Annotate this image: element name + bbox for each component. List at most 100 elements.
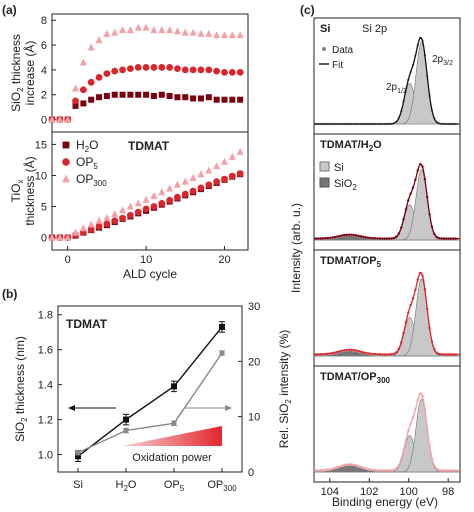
a-bottom-point-OP300 bbox=[181, 177, 189, 185]
b-point-thickness bbox=[123, 416, 129, 423]
a-top-point-H2O bbox=[182, 94, 189, 101]
a-bottom-point-OP300 bbox=[142, 195, 150, 203]
c-component-2p32 bbox=[314, 398, 460, 473]
b-left-ytick-label: 1.0 bbox=[38, 450, 53, 462]
panel-c-xlabel: Binding energy (eV) bbox=[332, 495, 438, 509]
c-component-2p32 bbox=[314, 278, 460, 357]
a-top-point-H2O bbox=[72, 102, 79, 109]
panel-b-frame bbox=[57, 305, 243, 473]
oxidation-power-label: Oxidation power bbox=[132, 452, 212, 464]
panel-b-right-ylabel: Rel. SiO2 intensity (%) bbox=[277, 330, 293, 449]
c-fit-line bbox=[313, 163, 460, 240]
legend-marker-OP5 bbox=[62, 158, 70, 166]
a-bottom-point-OP5 bbox=[158, 200, 166, 207]
a-top-point-H2O bbox=[135, 91, 142, 98]
panel-a-top-ylabel: SiO2 thickness bbox=[9, 34, 25, 112]
a-bottom-point-OP5 bbox=[181, 190, 189, 198]
a-bottom-point-OP300 bbox=[87, 220, 95, 228]
b-point-intensity bbox=[171, 420, 177, 426]
c-subpanel-subtitle: Si 2p bbox=[362, 23, 387, 35]
a-top-point-OP300 bbox=[181, 28, 189, 36]
a-bottom-point-OP5 bbox=[111, 217, 119, 225]
b-point-thickness bbox=[219, 323, 225, 330]
a-top-point-OP300 bbox=[134, 23, 142, 31]
a-top-point-OP5 bbox=[126, 65, 134, 73]
a-top-ytick-label: 8 bbox=[41, 15, 47, 27]
a-bottom-ytick-label: 15 bbox=[35, 139, 47, 151]
a-bottom-point-OP300 bbox=[72, 228, 80, 236]
panel-a-top-ylabel-line2: increase (Å) bbox=[22, 41, 37, 106]
a-bottom-point-OP300 bbox=[150, 191, 158, 199]
a-top-point-OP5 bbox=[205, 66, 213, 74]
legend-marker-OP300 bbox=[62, 174, 70, 183]
a-bottom-point-OP5 bbox=[205, 181, 213, 189]
a-top-point-H2O bbox=[158, 91, 165, 98]
a-bottom-point-OP300 bbox=[166, 184, 174, 192]
a-bottom-point-OP300 bbox=[95, 216, 103, 224]
a-top-point-OP300 bbox=[87, 43, 95, 51]
c-peak-label-2p32: 2p3/2 bbox=[432, 54, 453, 67]
a-top-point-OP5 bbox=[111, 67, 119, 75]
a-bottom-point-OP5 bbox=[119, 214, 126, 222]
right-arrow-head bbox=[225, 405, 232, 411]
a-bottom-point-OP5 bbox=[95, 223, 103, 230]
c-component-2p12 bbox=[314, 435, 460, 473]
a-bottom-point-OP5 bbox=[134, 208, 142, 216]
a-top-point-OP300 bbox=[166, 26, 174, 34]
left-arrow-head bbox=[68, 405, 75, 411]
b-left-ytick-label: 1.8 bbox=[38, 310, 53, 322]
a-bottom-point-OP300 bbox=[158, 188, 166, 196]
a-top-point-OP300 bbox=[126, 26, 134, 34]
a-xtick-label: 0 bbox=[65, 254, 71, 266]
a-top-point-OP300 bbox=[111, 28, 119, 36]
panel-a-top-chart: 0 2 4 6 8 SiO2 thickness increase (Å) bbox=[9, 13, 249, 133]
c-fit-line bbox=[313, 392, 460, 472]
b-point-intensity bbox=[219, 350, 225, 356]
a-top-point-OP5 bbox=[197, 66, 205, 74]
a-top-point-OP300 bbox=[103, 29, 111, 37]
a-top-point-H2O bbox=[213, 96, 220, 103]
panel-c-label: (c) bbox=[300, 3, 315, 17]
a-top-point-H2O bbox=[229, 96, 236, 103]
c-legend-sio2-swatch bbox=[319, 177, 330, 188]
b-xtick-label: H2O bbox=[116, 479, 137, 493]
legend-label-OP5: OP5 bbox=[76, 155, 98, 171]
b-point-intensity bbox=[123, 427, 129, 434]
panel-b-title: TDMAT bbox=[66, 317, 108, 331]
a-top-ytick-label: 6 bbox=[41, 40, 47, 52]
a-bottom-point-OP5 bbox=[126, 211, 134, 219]
c-subpanel-frame bbox=[313, 249, 461, 367]
a-top-point-OP5 bbox=[103, 70, 111, 78]
a-top-point-OP300 bbox=[48, 115, 56, 123]
panel-a-bottom-ylabel-line1: TiOx bbox=[9, 180, 25, 203]
b-point-intensity bbox=[75, 450, 81, 456]
oxidation-power-wedge bbox=[122, 426, 222, 446]
a-top-point-OP5 bbox=[142, 64, 150, 71]
c-legend-data-label: Data bbox=[332, 45, 354, 56]
a-top-ytick-label: 0 bbox=[41, 115, 47, 127]
legend-label-H2O: H2O bbox=[76, 138, 98, 154]
a-bottom-point-OP5 bbox=[142, 205, 150, 213]
c-subpanel-title: TDMAT/H2O bbox=[320, 139, 382, 153]
b-left-ytick-label: 1.4 bbox=[38, 380, 53, 392]
a-bottom-point-OP5 bbox=[87, 226, 95, 233]
a-top-point-OP5 bbox=[213, 67, 221, 75]
a-top-point-OP5 bbox=[134, 64, 142, 71]
a-xtick-label: 10 bbox=[140, 254, 152, 266]
b-line-right bbox=[77, 352, 223, 454]
b-left-ytick-label: 1.6 bbox=[38, 345, 53, 357]
b-xtick-label: Si bbox=[73, 479, 83, 491]
c-legend-si-label: Si bbox=[334, 162, 344, 174]
a-bottom-point-OP300 bbox=[213, 162, 221, 170]
a-top-point-OP300 bbox=[158, 26, 166, 34]
a-bottom-point-OP5 bbox=[166, 196, 174, 204]
a-top-point-H2O bbox=[143, 91, 150, 98]
a-bottom-point-OP5 bbox=[150, 203, 158, 210]
a-top-point-H2O bbox=[221, 96, 228, 103]
a-bottom-point-OP300 bbox=[197, 170, 205, 178]
a-top-point-OP5 bbox=[95, 73, 103, 81]
a-top-point-OP300 bbox=[119, 26, 127, 34]
c-legend-fit-label: Fit bbox=[332, 60, 343, 71]
